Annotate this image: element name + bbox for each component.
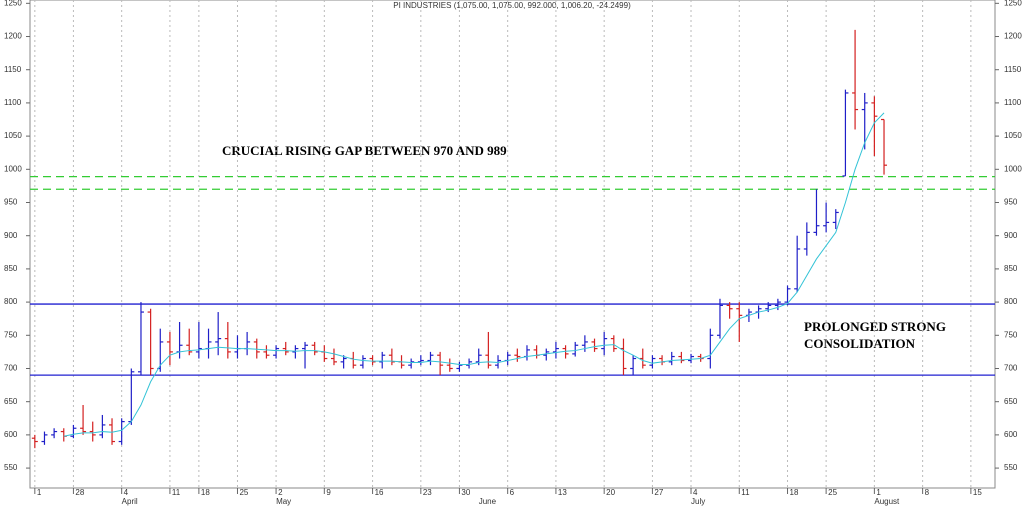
x-tick-label: 6 <box>510 488 515 497</box>
x-tick-label: 1 <box>876 488 881 497</box>
x-tick-label: 13 <box>558 488 567 497</box>
x-tick-label: 25 <box>239 488 248 497</box>
y-tick-label: 900 <box>1004 231 1018 240</box>
x-tick-label: 18 <box>790 488 799 497</box>
x-tick-label: 2 <box>278 488 283 497</box>
y-tick-label: 1050 <box>1004 131 1022 140</box>
annotation: PROLONGED STRONG <box>804 319 946 334</box>
x-tick-label: 1 <box>37 488 42 497</box>
y-tick-label: 1000 <box>1004 164 1022 173</box>
y-tick-label: 1250 <box>1004 0 1022 7</box>
y-tick-label: 700 <box>1004 364 1018 373</box>
x-tick-label: 15 <box>973 488 982 497</box>
x-tick-label: 11 <box>741 488 750 497</box>
plot-frame <box>29 0 996 489</box>
x-tick-label: 30 <box>461 488 470 497</box>
month-label: June <box>479 497 497 506</box>
month-label: April <box>122 497 138 506</box>
y-tick-label: 1200 <box>4 32 22 41</box>
chart-title: PI INDUSTRIES (1,075.00, 1,075.00, 992.0… <box>393 1 631 10</box>
y-tick-label: 1150 <box>1004 65 1022 74</box>
moving-average <box>63 112 885 437</box>
month-label: August <box>874 497 900 506</box>
x-tick-label: 18 <box>201 488 210 497</box>
x-tick-label: 4 <box>124 488 129 497</box>
y-tick-label: 800 <box>4 297 18 306</box>
x-tick-label: 11 <box>172 488 181 497</box>
y-tick-label: 700 <box>4 364 18 373</box>
y-tick-label: 1100 <box>4 98 22 107</box>
y-tick-label: 1100 <box>1004 98 1022 107</box>
x-tick-label: 16 <box>375 488 384 497</box>
x-tick-label: 25 <box>828 488 837 497</box>
y-tick-label: 950 <box>1004 198 1018 207</box>
x-tick-label: 27 <box>654 488 663 497</box>
x-tick-label: 28 <box>75 488 84 497</box>
y-tick-label: 1150 <box>4 65 22 74</box>
y-tick-label: 900 <box>4 231 18 240</box>
y-tick-label: 600 <box>1004 430 1018 439</box>
x-tick-label: 23 <box>423 488 432 497</box>
y-tick-label: 750 <box>1004 330 1018 339</box>
y-tick-label: 750 <box>4 330 18 339</box>
y-tick-label: 1250 <box>4 0 22 7</box>
x-tick-label: 20 <box>606 488 615 497</box>
y-tick-label: 1200 <box>1004 32 1022 41</box>
y-tick-label: 550 <box>1004 463 1018 472</box>
y-tick-label: 1000 <box>4 164 22 173</box>
y-tick-label: 650 <box>1004 397 1018 406</box>
x-tick-label: 9 <box>326 488 331 497</box>
y-tick-label: 800 <box>1004 297 1018 306</box>
month-label: May <box>276 497 291 506</box>
y-tick-label: 550 <box>4 463 18 472</box>
annotation: CONSOLIDATION <box>804 336 916 351</box>
annotation: CRUCIAL RISING GAP BETWEEN 970 AND 989 <box>222 143 507 158</box>
x-tick-label: 8 <box>925 488 930 497</box>
month-label: July <box>691 497 705 506</box>
x-tick-label: 4 <box>693 488 698 497</box>
y-tick-label: 1050 <box>4 131 22 140</box>
y-tick-label: 600 <box>4 430 18 439</box>
y-tick-label: 650 <box>4 397 18 406</box>
y-tick-label: 850 <box>4 264 18 273</box>
y-tick-label: 950 <box>4 198 18 207</box>
y-tick-label: 850 <box>1004 264 1018 273</box>
